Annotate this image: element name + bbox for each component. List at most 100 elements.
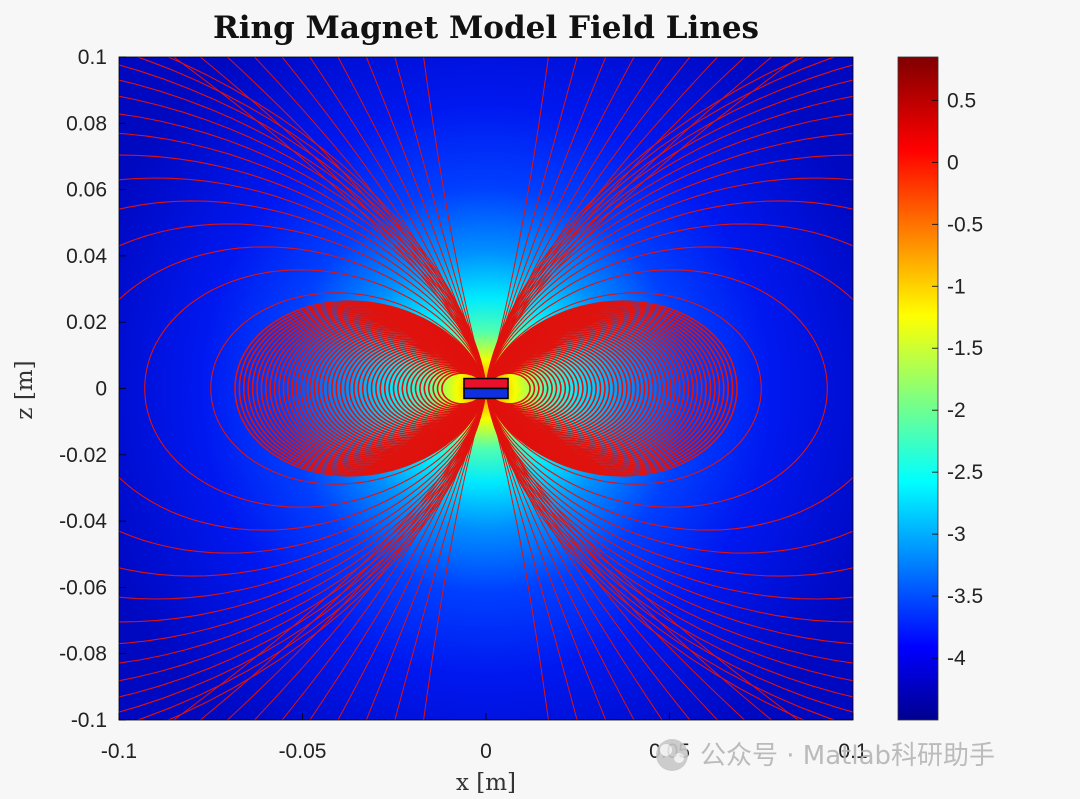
field-line <box>485 113 853 664</box>
field-line <box>485 57 663 385</box>
chart-title: Ring Magnet Model Field Lines <box>213 10 759 46</box>
magnet-south-half <box>463 387 509 400</box>
field-line <box>309 392 487 720</box>
colorbar-tick-label: -1.5 <box>947 337 983 360</box>
field-line <box>485 57 578 385</box>
field-line <box>119 177 487 600</box>
field-line <box>281 57 487 385</box>
field-line <box>485 57 719 385</box>
y-tick-label: 0 <box>95 378 107 401</box>
colorbar-tick-label: -2 <box>947 399 966 422</box>
field-line <box>337 392 487 720</box>
field-line <box>365 392 487 720</box>
field-line <box>485 392 719 720</box>
field-line <box>119 246 487 531</box>
y-axis-label: z [m] <box>12 360 38 419</box>
field-line <box>172 57 487 385</box>
field-line <box>485 269 828 508</box>
field-line <box>485 246 853 531</box>
field-line <box>485 392 578 720</box>
y-tick-label: -0.04 <box>59 510 107 533</box>
colorbar-tick-label: -2.5 <box>947 461 983 484</box>
field-line <box>234 300 487 477</box>
field-line <box>166 57 487 720</box>
y-tick-label: -0.08 <box>59 643 107 666</box>
field-line <box>337 57 487 385</box>
field-line <box>394 57 487 385</box>
y-tick-label: 0.06 <box>66 179 107 202</box>
colorbar-tick-label: -0.5 <box>947 213 983 236</box>
x-tick-label: 0 <box>480 740 492 763</box>
y-tick-label: 0.1 <box>78 46 107 69</box>
field-line <box>253 392 487 720</box>
field-line <box>485 57 635 385</box>
field-line <box>253 57 487 385</box>
field-line <box>485 79 853 698</box>
field-line <box>119 223 487 554</box>
watermark: 公众号 · Matlab科研助手 <box>656 739 995 771</box>
field-line <box>309 57 487 385</box>
field-line <box>119 95 487 682</box>
x-tick-label: -0.1 <box>101 740 137 763</box>
y-tick-label: 0.08 <box>66 112 107 135</box>
colorbar-tick-label: 0 <box>947 151 959 174</box>
field-line <box>485 57 607 385</box>
magnet-north-half <box>463 377 509 390</box>
field-line <box>485 392 663 720</box>
field-line <box>485 223 853 554</box>
y-tick-label: -0.02 <box>59 444 107 467</box>
field-line <box>119 113 487 664</box>
colorbar <box>897 56 939 721</box>
field-line <box>485 132 853 645</box>
field-line <box>485 392 635 720</box>
field-line <box>485 177 853 600</box>
field-line <box>119 132 487 645</box>
field-line <box>485 57 806 720</box>
y-axis-ticks: 0.1 0.08 0.06 0.04 0.02 0 -0.02 -0.04 -0.06 -0.08… <box>59 46 126 732</box>
field-line <box>485 300 738 477</box>
field-line <box>365 57 487 385</box>
field-line <box>119 154 487 623</box>
colorbar-ticks: 0.5 0 -0.5 -1 -1.5 -2 -2.5 -3 -3.5 -4 <box>932 89 983 670</box>
field-line <box>485 392 800 720</box>
x-tick-label: 0.1 <box>838 740 867 763</box>
y-tick-label: -0.06 <box>59 576 107 599</box>
field-line <box>485 95 853 682</box>
colorbar-tick-label: -3 <box>947 523 966 546</box>
field-line <box>119 79 487 698</box>
field-line <box>485 57 691 385</box>
field-line <box>394 392 487 720</box>
y-tick-label: -0.1 <box>71 709 107 732</box>
field-line <box>485 392 607 720</box>
colorbar-tick-label: -3.5 <box>947 585 983 608</box>
field-line <box>423 57 487 385</box>
field-line <box>119 64 487 713</box>
colorbar-tick-label: -4 <box>947 647 966 670</box>
field-line <box>144 269 487 508</box>
wechat-icon <box>656 739 688 771</box>
field-line <box>485 392 549 720</box>
x-axis-label: x [m] <box>456 770 516 796</box>
y-tick-label: 0.04 <box>66 245 107 268</box>
field-line <box>423 392 487 720</box>
x-tick-label: -0.05 <box>279 740 327 763</box>
field-line <box>485 200 853 577</box>
field-line <box>135 57 487 720</box>
field-line <box>485 292 762 485</box>
field-line <box>210 292 487 485</box>
colorbar-tick-label: 0.5 <box>947 89 976 112</box>
colorbar-tick-label: -1 <box>947 275 966 298</box>
field-line <box>485 57 837 720</box>
y-tick-label: 0.02 <box>66 311 107 334</box>
field-line <box>485 154 853 623</box>
field-line <box>485 57 800 385</box>
field-line <box>172 392 487 720</box>
field-line <box>485 64 853 713</box>
watermark-text: 公众号 · Matlab科研助手 <box>700 741 995 771</box>
field-line <box>119 200 487 577</box>
field-line <box>485 392 691 720</box>
field-line <box>281 392 487 720</box>
